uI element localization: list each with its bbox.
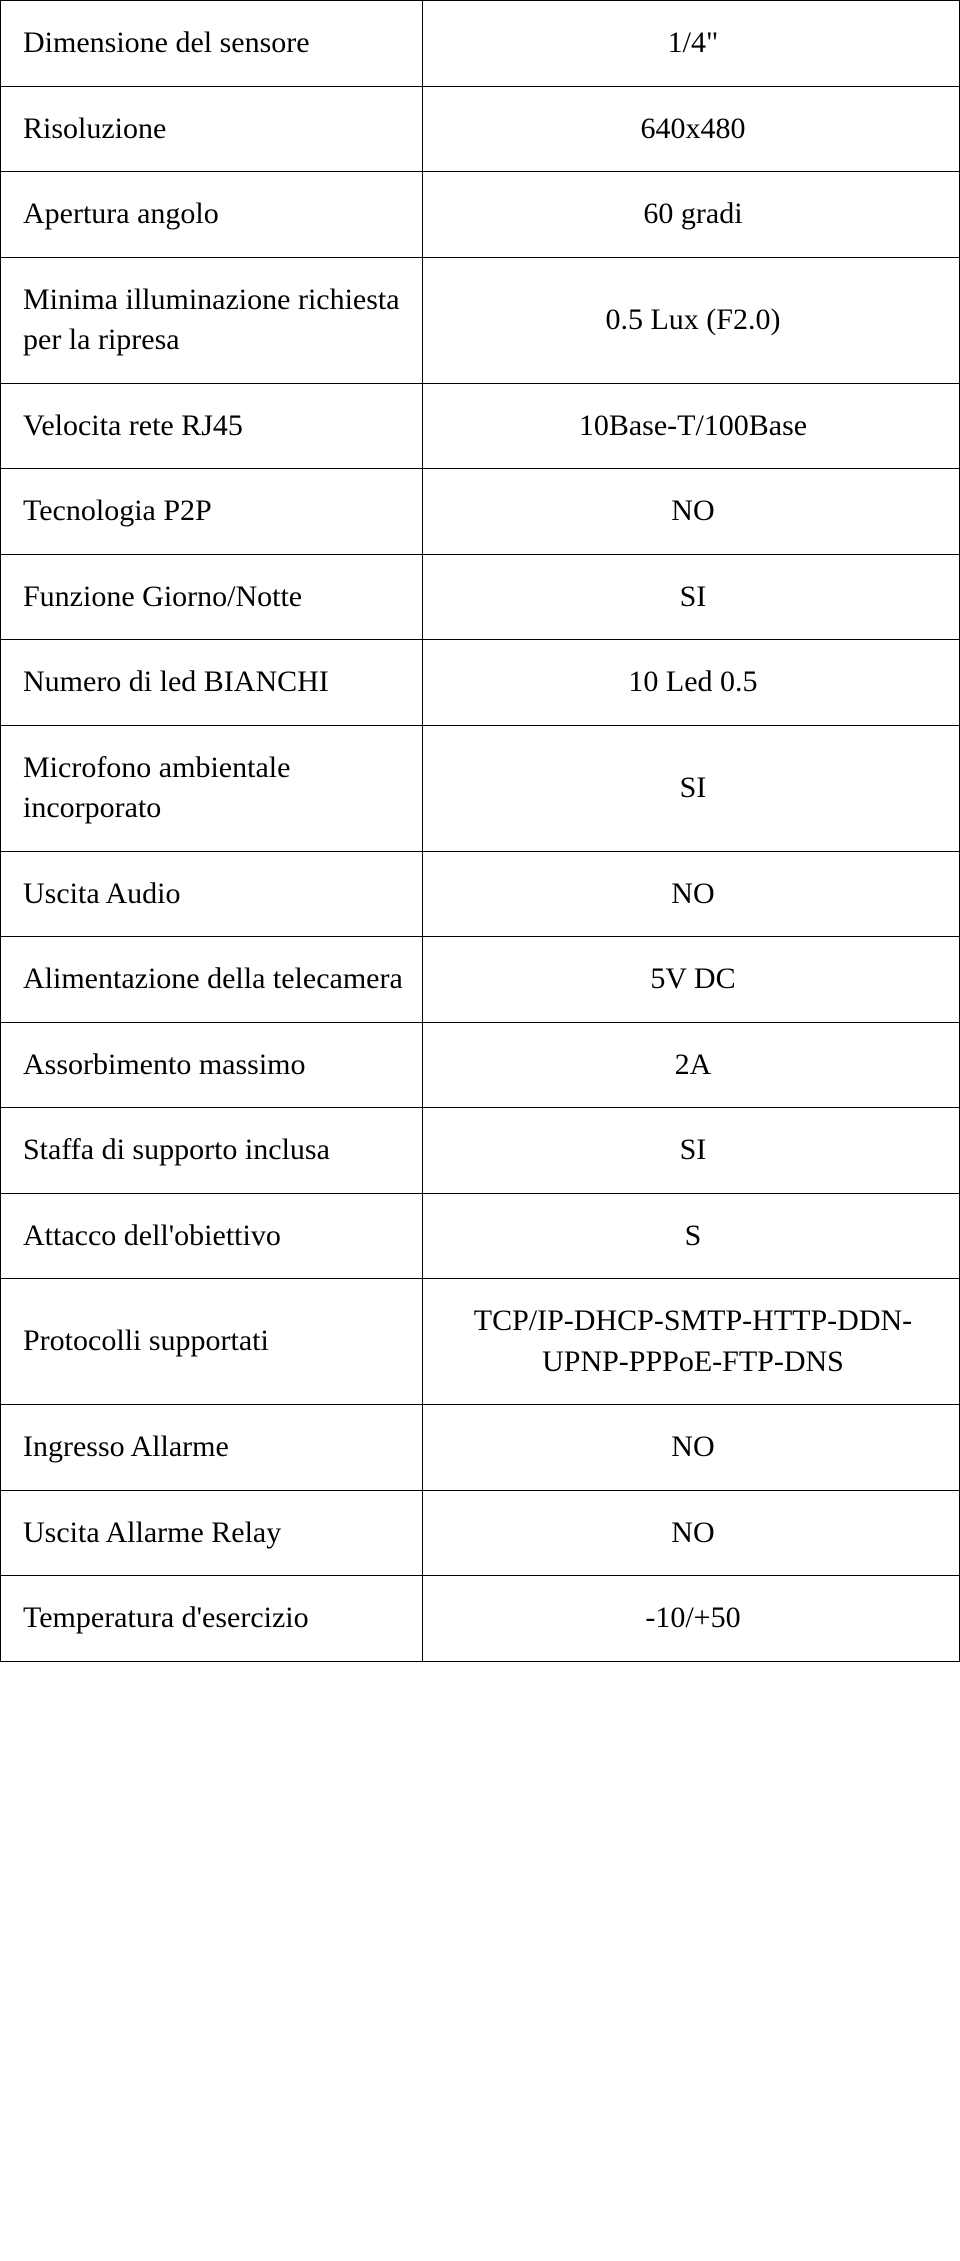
table-row: Funzione Giorno/Notte SI: [1, 554, 960, 640]
spec-label: Protocolli supportati: [1, 1279, 423, 1405]
spec-value: SI: [422, 554, 959, 640]
page: Dimensione del sensore 1/4" Risoluzione …: [0, 0, 960, 1662]
spec-label: Assorbimento massimo: [1, 1022, 423, 1108]
spec-value: SI: [422, 725, 959, 851]
spec-value: S: [422, 1193, 959, 1279]
spec-label: Microfono ambientale incorporato: [1, 725, 423, 851]
spec-value: 60 gradi: [422, 172, 959, 258]
table-row: Apertura angolo 60 gradi: [1, 172, 960, 258]
spec-value: TCP/IP-DHCP-SMTP-HTTP-DDN-UPNP-PPPoE-FTP…: [422, 1279, 959, 1405]
spec-label: Uscita Audio: [1, 851, 423, 937]
spec-value: 1/4": [422, 1, 959, 87]
table-row: Minima illuminazione richiesta per la ri…: [1, 257, 960, 383]
table-row: Protocolli supportati TCP/IP-DHCP-SMTP-H…: [1, 1279, 960, 1405]
spec-table: Dimensione del sensore 1/4" Risoluzione …: [0, 0, 960, 1662]
spec-label: Velocita rete RJ45: [1, 383, 423, 469]
table-row: Assorbimento massimo 2A: [1, 1022, 960, 1108]
spec-label: Tecnologia P2P: [1, 469, 423, 555]
table-row: Uscita Allarme Relay NO: [1, 1490, 960, 1576]
spec-value: 5V DC: [422, 937, 959, 1023]
spec-value: 10 Led 0.5: [422, 640, 959, 726]
spec-label: Funzione Giorno/Notte: [1, 554, 423, 640]
spec-value: 0.5 Lux (F2.0): [422, 257, 959, 383]
spec-label: Alimentazione della telecamera: [1, 937, 423, 1023]
table-row: Temperatura d'esercizio -10/+50: [1, 1576, 960, 1662]
table-row: Dimensione del sensore 1/4": [1, 1, 960, 87]
spec-value: SI: [422, 1108, 959, 1194]
spec-value: 2A: [422, 1022, 959, 1108]
table-row: Ingresso Allarme NO: [1, 1405, 960, 1491]
table-row: Numero di led BIANCHI 10 Led 0.5: [1, 640, 960, 726]
spec-label: Dimensione del sensore: [1, 1, 423, 87]
table-row: Tecnologia P2P NO: [1, 469, 960, 555]
spec-value: 640x480: [422, 86, 959, 172]
spec-label: Temperatura d'esercizio: [1, 1576, 423, 1662]
spec-label: Ingresso Allarme: [1, 1405, 423, 1491]
spec-value: NO: [422, 851, 959, 937]
spec-label: Staffa di supporto inclusa: [1, 1108, 423, 1194]
spec-value: NO: [422, 1490, 959, 1576]
table-row: Microfono ambientale incorporato SI: [1, 725, 960, 851]
table-row: Staffa di supporto inclusa SI: [1, 1108, 960, 1194]
table-row: Velocita rete RJ45 10Base-T/100Base: [1, 383, 960, 469]
spec-label: Apertura angolo: [1, 172, 423, 258]
spec-value: NO: [422, 1405, 959, 1491]
table-row: Uscita Audio NO: [1, 851, 960, 937]
spec-table-body: Dimensione del sensore 1/4" Risoluzione …: [1, 1, 960, 1662]
spec-label: Attacco dell'obiettivo: [1, 1193, 423, 1279]
table-row: Alimentazione della telecamera 5V DC: [1, 937, 960, 1023]
spec-label: Risoluzione: [1, 86, 423, 172]
spec-value: NO: [422, 469, 959, 555]
spec-label: Minima illuminazione richiesta per la ri…: [1, 257, 423, 383]
spec-value: 10Base-T/100Base: [422, 383, 959, 469]
table-row: Attacco dell'obiettivo S: [1, 1193, 960, 1279]
spec-value: -10/+50: [422, 1576, 959, 1662]
spec-label: Uscita Allarme Relay: [1, 1490, 423, 1576]
table-row: Risoluzione 640x480: [1, 86, 960, 172]
spec-label: Numero di led BIANCHI: [1, 640, 423, 726]
